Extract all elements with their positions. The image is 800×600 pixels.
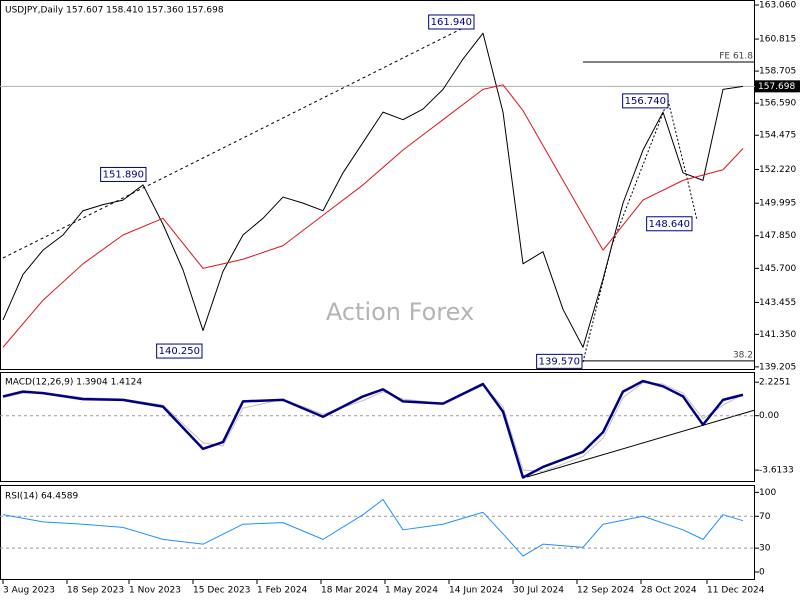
rsi-panel bbox=[0, 485, 755, 580]
y-tick-label: 154.475 bbox=[759, 131, 796, 141]
panel-title: MACD(12,26,9) 1.3904 1.4124 bbox=[5, 378, 142, 388]
y-tick-label: 149.995 bbox=[759, 199, 796, 209]
macd-trend-line bbox=[526, 409, 756, 478]
price-annotation: 140.250 bbox=[159, 346, 200, 357]
y-tick-label: 70 bbox=[759, 512, 771, 522]
y-tick-label: 100 bbox=[759, 488, 776, 498]
annotation-box bbox=[622, 93, 669, 109]
x-tick-label: 1 May 2024 bbox=[385, 586, 438, 596]
price-annotation: 161.940 bbox=[431, 17, 472, 28]
x-tick-label: 1 Nov 2023 bbox=[129, 586, 181, 596]
x-tick-label: 3 Aug 2023 bbox=[3, 586, 55, 596]
x-tick-label: 30 Jul 2024 bbox=[513, 586, 564, 596]
x-tick-label: 18 Mar 2024 bbox=[321, 586, 378, 596]
price-annotation: 151.890 bbox=[103, 169, 144, 180]
price-annotation: 139.570 bbox=[539, 356, 580, 367]
y-tick-label: 158.705 bbox=[759, 67, 796, 77]
price-panel bbox=[0, 0, 755, 370]
y-tick-label: 163.060 bbox=[759, 1, 796, 11]
panel-title: RSI(14) 64.4589 bbox=[5, 492, 78, 502]
current-price-label: 157.698 bbox=[758, 82, 795, 92]
price-annotation: 156.740 bbox=[625, 96, 666, 107]
x-tick-label: 1 Feb 2024 bbox=[257, 586, 308, 596]
series-line bbox=[2, 379, 744, 479]
x-tick-label: 14 Jun 2024 bbox=[449, 586, 503, 596]
fib-label: 38.2 bbox=[733, 350, 753, 360]
x-tick-label: 18 Sep 2023 bbox=[67, 586, 124, 596]
x-tick-label: 11 Dec 2024 bbox=[707, 586, 765, 596]
fib-label: FE 61.8 bbox=[719, 52, 753, 62]
swing-line bbox=[582, 98, 698, 363]
price-annotation: 148.640 bbox=[649, 219, 690, 230]
y-tick-label: 0.00 bbox=[759, 411, 779, 421]
x-tick-label: 28 Oct 2024 bbox=[641, 586, 697, 596]
series-line bbox=[2, 32, 744, 348]
y-tick-label: 141.350 bbox=[759, 330, 796, 340]
watermark: Action Forex bbox=[326, 298, 474, 326]
annotation-box bbox=[536, 353, 583, 369]
annotation-box bbox=[646, 216, 693, 232]
current-price-box bbox=[755, 80, 800, 93]
y-tick-label: 2.2251 bbox=[759, 378, 791, 388]
y-tick-label: 147.850 bbox=[759, 231, 796, 241]
x-tick-label: 15 Dec 2023 bbox=[193, 586, 251, 596]
y-tick-label: -3.6133 bbox=[759, 466, 794, 476]
series-line bbox=[2, 84, 744, 348]
y-tick-label: 0 bbox=[759, 568, 765, 578]
panel-title: USDJPY,Daily 157.607 158.410 157.360 157… bbox=[5, 6, 224, 16]
trend-line bbox=[2, 21, 476, 259]
x-tick-label: 12 Sep 2024 bbox=[577, 586, 634, 596]
macd-panel bbox=[0, 372, 755, 482]
annotation-box bbox=[156, 343, 203, 359]
series-line bbox=[2, 499, 744, 557]
annotation-box bbox=[100, 166, 147, 182]
y-tick-label: 30 bbox=[759, 544, 771, 554]
annotation-box bbox=[428, 14, 475, 30]
y-tick-label: 145.700 bbox=[759, 264, 796, 274]
y-tick-label: 156.590 bbox=[759, 99, 796, 109]
y-tick-label: 139.205 bbox=[759, 362, 796, 372]
y-tick-label: 143.455 bbox=[759, 298, 796, 308]
y-tick-label: 160.815 bbox=[759, 35, 796, 45]
y-tick-label: 152.220 bbox=[759, 165, 796, 175]
